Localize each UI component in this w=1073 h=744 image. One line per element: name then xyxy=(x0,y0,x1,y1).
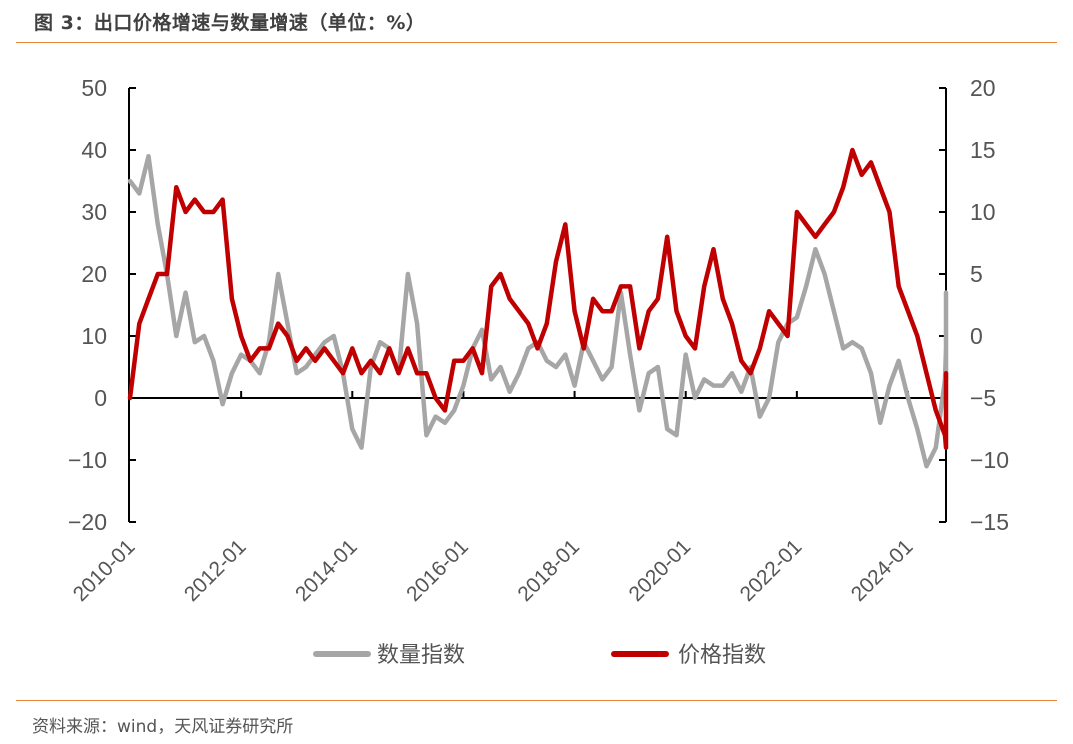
legend-label-price: 价格指数 xyxy=(678,643,766,668)
x-tick-label: 2018-01 xyxy=(513,535,584,606)
right-y-tick-label: 5 xyxy=(970,261,983,287)
chart-title: 图 3：出口价格增速与数量增速（单位：%） xyxy=(34,12,426,34)
footer-divider xyxy=(16,700,1057,701)
data-source-note: 资料来源：wind，天风证券研究所 xyxy=(32,717,294,737)
x-tick-label: 2014-01 xyxy=(291,535,362,606)
x-tick-label: 2010-01 xyxy=(69,535,140,606)
left-y-tick-label: 0 xyxy=(94,385,107,411)
chart-legend: 数量指数 价格指数 xyxy=(313,643,766,668)
price-index-line xyxy=(127,147,949,450)
x-tick-label: 2024-01 xyxy=(847,535,918,606)
left-y-tick-label: −10 xyxy=(68,447,107,473)
quantity-index-line xyxy=(127,153,949,469)
right-y-tick-label: −5 xyxy=(970,385,996,411)
right-y-tick-label: 0 xyxy=(970,323,983,349)
right-y-tick-label: 15 xyxy=(970,137,996,163)
right-y-tick-label: 20 xyxy=(970,75,996,101)
x-tick-label: 2016-01 xyxy=(402,535,473,606)
right-y-tick-label: −10 xyxy=(970,447,1009,473)
x-tick-label: 2020-01 xyxy=(624,535,695,606)
header-divider xyxy=(16,42,1057,43)
x-tick-label: 2012-01 xyxy=(180,535,251,606)
left-y-tick-label: −20 xyxy=(68,509,107,535)
right-y-tick-label: −15 xyxy=(970,509,1009,535)
right-y-tick-label: 10 xyxy=(970,199,996,225)
left-y-tick-label: 50 xyxy=(81,75,107,101)
left-y-tick-label: 20 xyxy=(81,261,107,287)
left-y-tick-label: 30 xyxy=(81,199,107,225)
legend-label-quantity: 数量指数 xyxy=(377,643,465,668)
chart-series xyxy=(127,147,949,469)
left-y-tick-label: 10 xyxy=(81,323,107,349)
x-tick-label: 2022-01 xyxy=(736,535,807,606)
left-y-tick-label: 40 xyxy=(81,137,107,163)
